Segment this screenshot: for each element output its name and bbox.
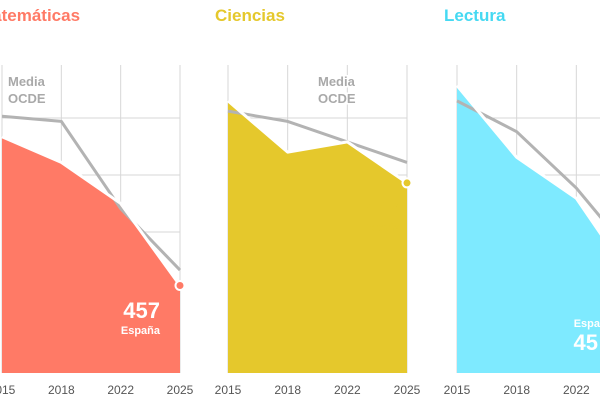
x-tick-label-matematicas: 2015 <box>0 383 16 397</box>
label-media-ocde-matematicas: OCDE <box>8 91 46 106</box>
x-tick-label-ciencias: 2025 <box>394 383 421 397</box>
x-tick-label-ciencias: 2015 <box>215 383 242 397</box>
line-media-ocde-matematicas <box>1 114 182 272</box>
line-espana-matematicas <box>1 135 182 287</box>
label-media-ocde-ciencias: Media <box>318 74 356 89</box>
x-tick-label-matematicas: 2018 <box>48 383 75 397</box>
line-media-ocde-ciencias <box>227 109 408 164</box>
line-espana-ciencias <box>227 99 408 185</box>
x-tick-label-lectura: 2018 <box>503 383 530 397</box>
label-espana-ciencias: España <box>361 222 401 234</box>
endpoint-espana-ciencias <box>401 177 413 189</box>
x-tick-label-lectura: 2022 <box>563 383 590 397</box>
panel-title-lectura: Lectura <box>444 6 506 25</box>
area-espana-ciencias <box>228 100 407 374</box>
label-value-espana-matematicas: 457 <box>123 298 160 323</box>
label-media-ocde-ciencias: OCDE <box>318 91 356 106</box>
x-tick-label-ciencias: 2018 <box>274 383 301 397</box>
label-value-espana-lectura: 45 <box>574 330 598 355</box>
endpoint-espana-matematicas <box>174 279 186 291</box>
panel-title-ciencias: Ciencias <box>215 6 285 25</box>
line-media-ocde-lectura <box>456 99 600 219</box>
label-espana-matematicas: España <box>121 325 161 337</box>
label-value-espana-ciencias: 477 <box>363 195 400 220</box>
x-tick-label-lectura: 2015 <box>444 383 471 397</box>
label-media-ocde-matematicas: Media <box>8 74 46 89</box>
label-espana-lectura: Espa <box>574 318 600 330</box>
x-tick-label-matematicas: 2025 <box>167 383 194 397</box>
x-tick-label-matematicas: 2022 <box>107 383 134 397</box>
x-tick-label-ciencias: 2022 <box>334 383 361 397</box>
panel-title-matematicas: Matemáticas <box>0 6 81 25</box>
area-espana-lectura <box>457 85 600 373</box>
area-espana-matematicas <box>2 136 180 373</box>
line-espana-lectura <box>455 84 600 236</box>
